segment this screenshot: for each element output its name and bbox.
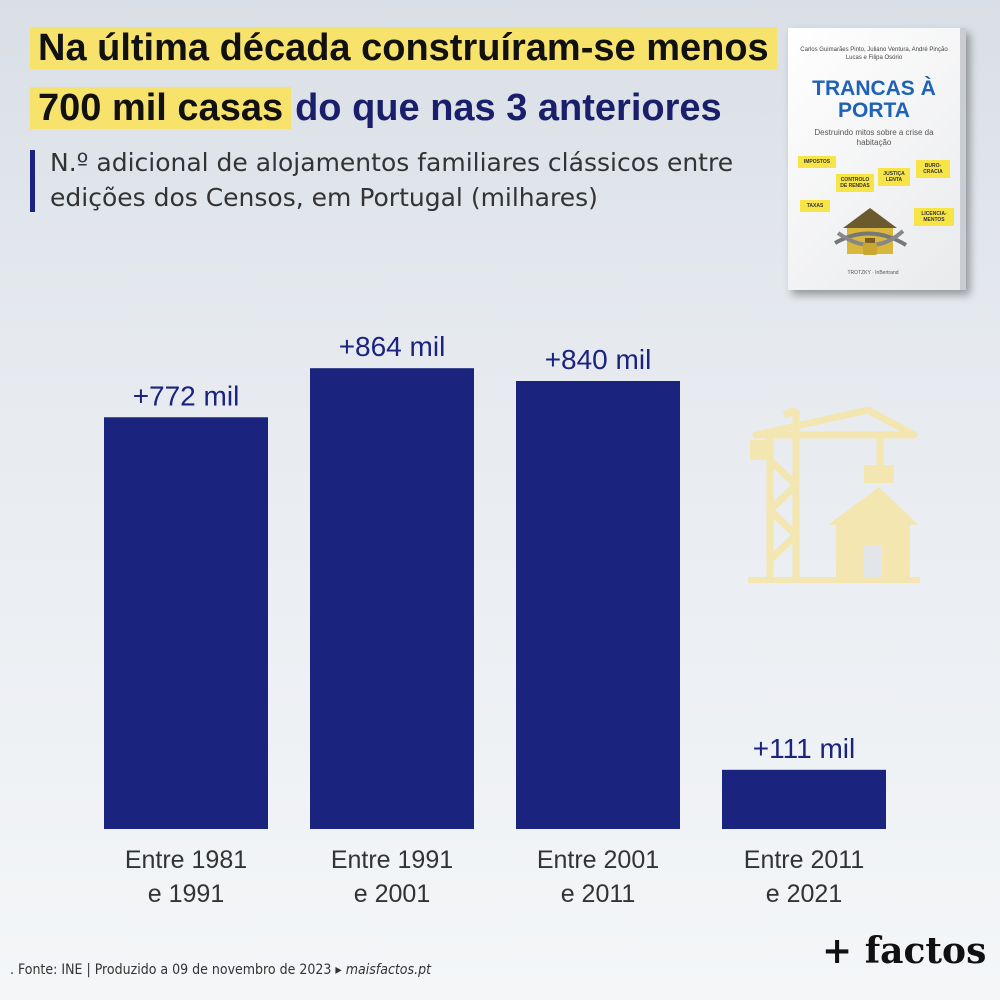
bar-value-label: +772 mil [133,380,240,411]
crane-house-icon [748,406,920,583]
site-link[interactable]: maisfactos.pt [345,962,432,978]
bar [516,381,680,829]
book-note: BURO-CRACIA [916,160,950,178]
maisfactos-logo: + factos [822,930,987,972]
book-subtitle: Destruindo mitos sobre a crise da habita… [814,128,934,147]
category-label: e 1991 [148,880,224,908]
book-note: TAXAS [800,200,830,212]
title-highlight-2: 700 mil casas [30,87,292,129]
book-cover-image: Carlos Guimarães Pinto, Juliano Ventura,… [788,28,966,290]
category-label: e 2021 [766,880,842,908]
category-label: Entre 2001 [537,846,659,874]
source-footer: . Fonte: INE | Produzido a 09 de novembr… [10,962,431,978]
category-label: Entre 2011 [744,846,864,874]
source-text: . Fonte: INE | Produzido a 09 de novembr… [10,962,342,978]
book-authors: Carlos Guimarães Pinto, Juliano Ventura,… [800,47,948,61]
bar-value-label: +864 mil [339,331,446,362]
book-note: JUSTIÇA LENTA [878,168,910,186]
chart-subtitle: N.º adicional de alojamentos familiares … [50,148,734,212]
bar [310,368,474,829]
book-publisher: TROTZKY · InBertrand [847,270,899,276]
book-note: IMPOSTOS [798,156,836,168]
bar [104,417,268,829]
book-title: TRANCAS À PORTA [812,77,936,122]
bar-value-label: +840 mil [545,344,652,375]
subtitle-accent-bar [30,150,35,212]
category-label: e 2011 [561,880,636,908]
chart-title-line1: Na última década construíram-se menos [30,22,777,74]
chart-title-line2: 700 mil casas do que nas 3 anteriores [30,82,726,134]
category-label: Entre 1981 [125,846,247,874]
locked-house-icon [834,208,908,255]
category-label: e 2001 [354,880,430,908]
title-highlight-1: Na última década construíram-se menos [30,27,777,69]
bar [722,769,886,829]
bar-value-label: +111 mil [753,733,855,764]
title-rest: do que nas 3 anteriores [295,87,722,129]
book-note: CONTROLO DE RENDAS [836,174,874,192]
category-label: Entre 1991 [331,846,453,874]
book-note: LICENCIA-MENTOS [914,208,954,226]
